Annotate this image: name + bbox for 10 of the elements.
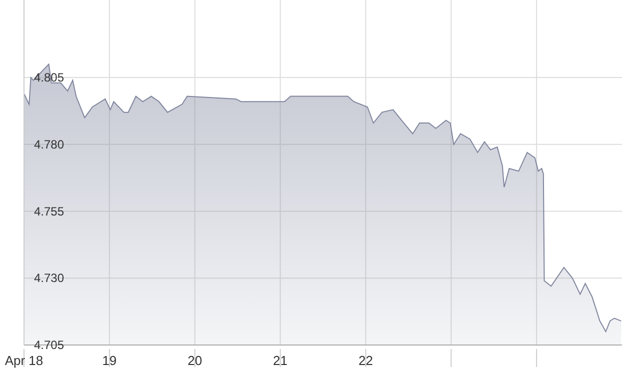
y-tick-label: 4.780 [34,137,64,152]
x-tick-label: 20 [188,353,202,368]
x-tick-label: 22 [358,353,373,368]
y-tick-label: 4.730 [34,271,64,286]
y-tick-label: 4.705 [34,338,64,352]
x-tick-label: 21 [273,353,288,368]
y-tick-label: 4.805 [34,70,64,85]
x-tick-label: Apr 18 [4,353,44,368]
y-tick-label: 4.755 [34,204,64,218]
x-tick-label: 19 [102,353,117,368]
